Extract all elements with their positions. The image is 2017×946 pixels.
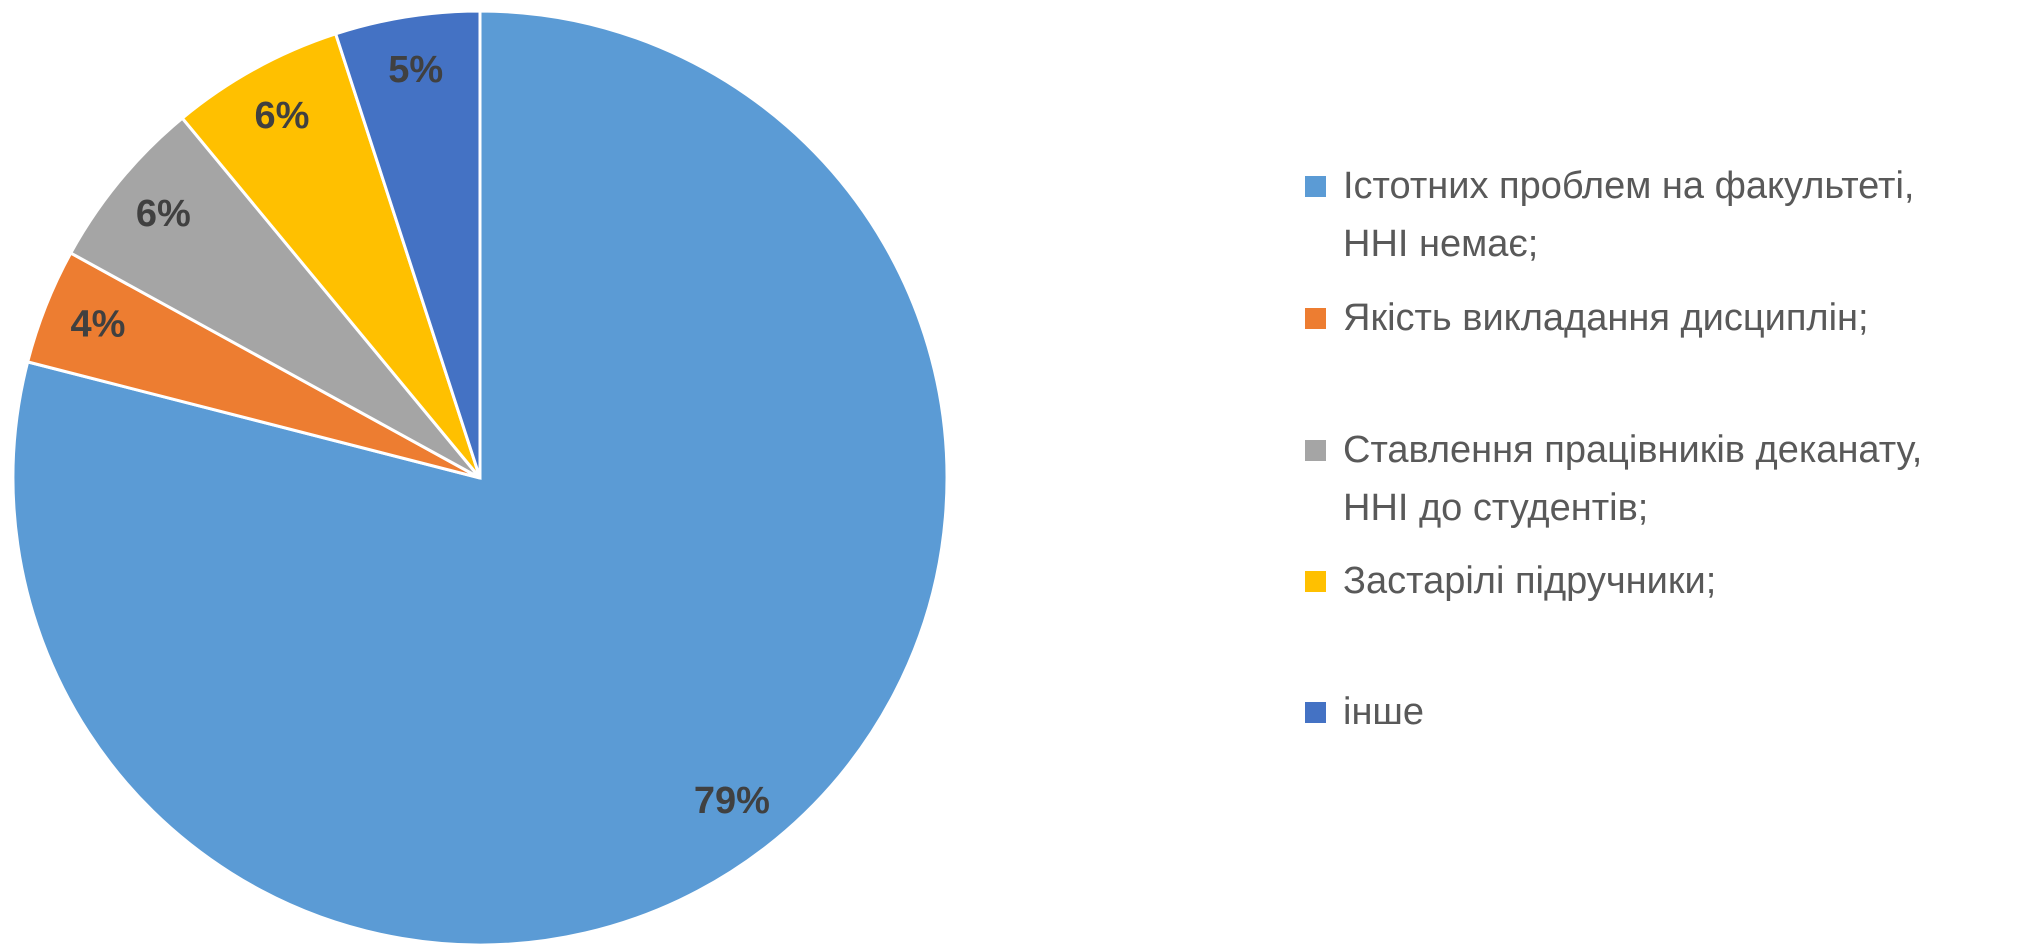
- value-label: 6%: [136, 193, 191, 235]
- chart: 79% 4% 6% 6% 5%: [11, 9, 949, 946]
- legend-label: інше: [1343, 691, 1425, 733]
- legend-item: інше: [1305, 683, 2005, 741]
- legend-label: Істотних проблем на факультеті, ННІ нема…: [1343, 165, 1915, 265]
- legend-item: Істотних проблем на факультеті, ННІ нема…: [1305, 157, 2005, 273]
- pie-slice: [180, 31, 482, 479]
- legend-swatch: [1305, 176, 1326, 197]
- pie-slice: [68, 116, 482, 480]
- legend-item: Застарілі підручники;: [1305, 552, 2005, 610]
- value-label: 6%: [255, 95, 310, 137]
- legend-item: Якість викладання дисциплін;: [1305, 289, 2005, 347]
- legend-swatch: [1305, 308, 1326, 329]
- legend-swatch: [1305, 702, 1326, 723]
- legend-item: Ставлення працівників деканату, ННІ до с…: [1305, 421, 2005, 537]
- legend-label: Ставлення працівників деканату, ННІ до с…: [1343, 429, 1923, 529]
- value-label: 5%: [388, 49, 443, 91]
- legend-label: Якість викладання дисциплін;: [1343, 297, 1869, 339]
- legend-swatch: [1305, 571, 1326, 592]
- pie-slice: [333, 9, 482, 479]
- value-label: 4%: [70, 304, 125, 346]
- legend-swatch: [1305, 440, 1326, 461]
- legend-label: Застарілі підручники;: [1343, 560, 1717, 602]
- value-label: 79%: [694, 780, 770, 822]
